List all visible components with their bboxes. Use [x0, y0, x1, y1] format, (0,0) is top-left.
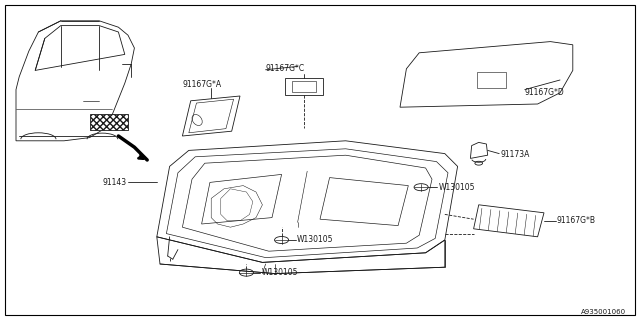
- Text: W130105: W130105: [438, 183, 475, 192]
- Text: 91173A: 91173A: [500, 150, 530, 159]
- Text: 91143: 91143: [102, 178, 127, 187]
- Bar: [292, 81, 316, 92]
- Text: W130105: W130105: [262, 268, 298, 277]
- Text: 91167G*D: 91167G*D: [525, 88, 564, 97]
- Text: 91167G*C: 91167G*C: [266, 64, 305, 73]
- Text: W130105: W130105: [297, 236, 333, 244]
- Bar: [477, 72, 506, 88]
- Text: 91167G*B: 91167G*B: [557, 216, 596, 225]
- Bar: [90, 114, 128, 130]
- Bar: [285, 77, 323, 95]
- Text: 91167G*A: 91167G*A: [182, 80, 221, 89]
- Text: A935001060: A935001060: [580, 309, 626, 315]
